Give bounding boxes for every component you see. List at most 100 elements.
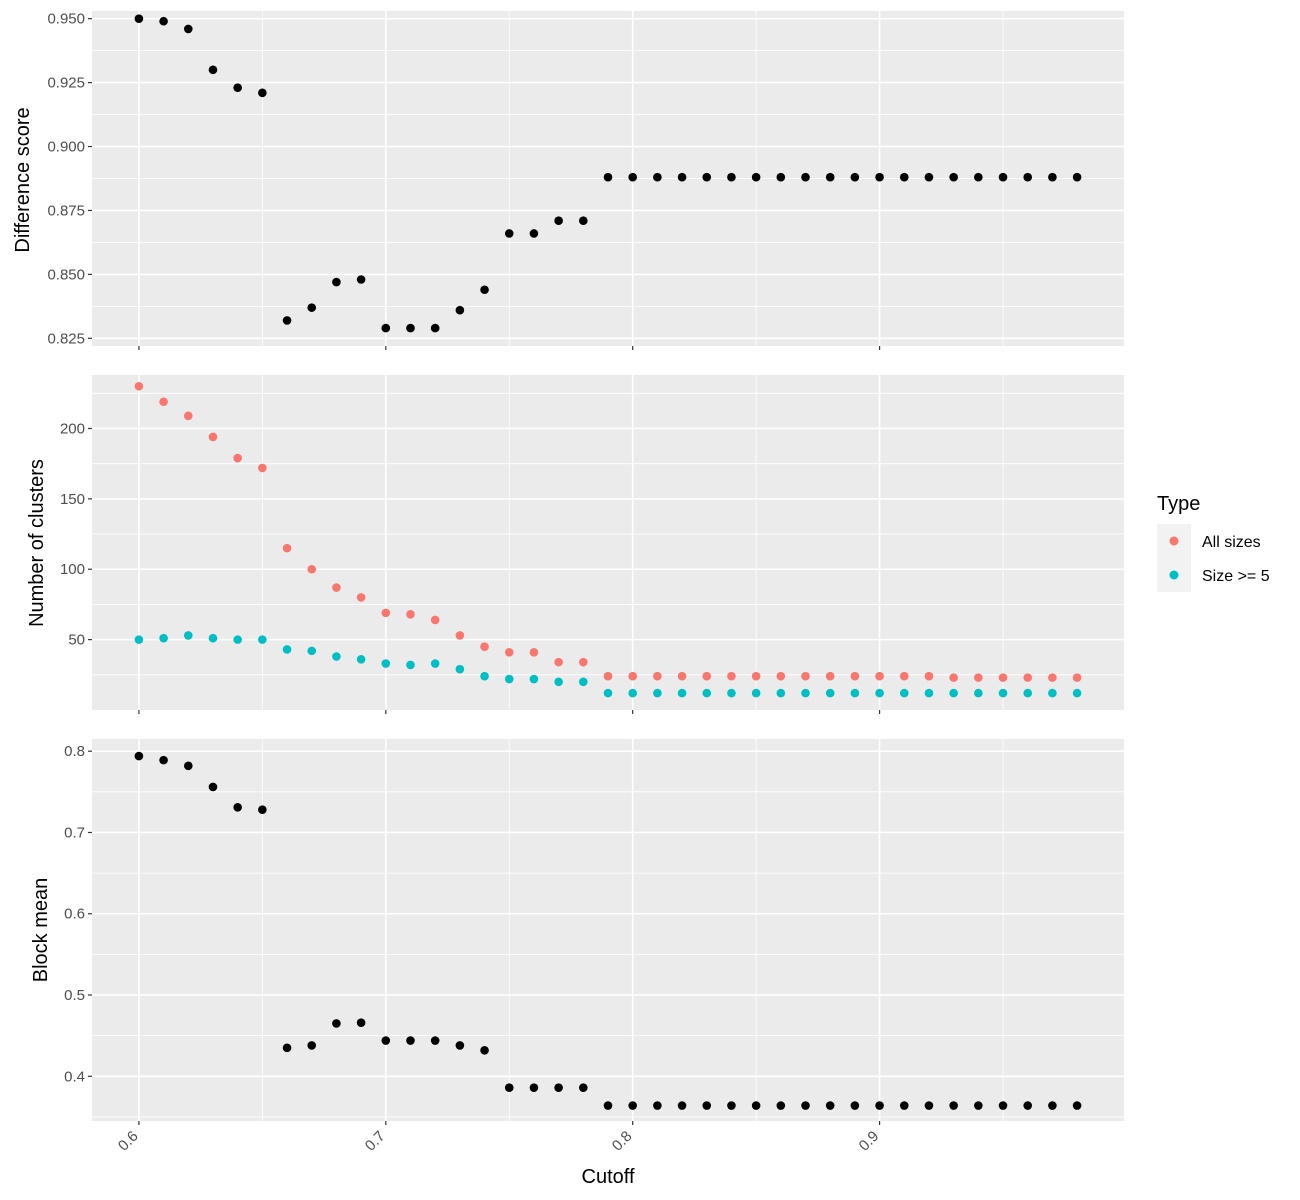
y-tick-label: 0.875 [47,202,85,219]
x-axis-title: Cutoff [582,1166,635,1188]
data-point [727,172,736,182]
y-tick-label: 0.900 [47,139,85,156]
data-point [134,751,144,761]
y-tick-label: 0.4 [64,1068,85,1085]
difference-score-panel: 0.825 0.850 0.875 0.900 0.925 0.950 [47,11,1124,350]
data-point [554,677,563,687]
data-point [307,646,317,656]
data-point [603,671,613,681]
data-point [628,172,637,182]
x-tick-label: 0.6 [115,1128,142,1155]
data-point [504,674,514,684]
data-point [455,1041,465,1050]
data-point [628,671,637,681]
data-point [159,633,168,643]
legend-key-all-sizes [1169,536,1179,546]
y-axis-title-number-of-clusters: Number of clusters [26,459,48,627]
data-point [653,688,662,698]
data-point [233,635,242,644]
legend-key-size-5 [1169,570,1179,580]
data-point [159,755,168,765]
data-point [603,172,613,182]
data-point [949,1101,958,1110]
data-point [307,564,317,574]
block-mean-panel: 0.4 0.5 0.6 0.7 0.8 [64,739,1124,1125]
data-point [702,671,712,681]
data-point [998,172,1008,182]
x-tick-label: 0.8 [609,1128,636,1155]
data-point [430,1036,440,1045]
number-of-clusters-panel: 50 100 150 200 [60,375,1124,714]
data-point [776,688,786,698]
data-point [1048,1101,1057,1110]
legend-label-size-5: Size >= 5 [1202,568,1270,585]
data-point [554,216,563,225]
data-point [258,463,267,473]
data-point [159,397,168,407]
x-tick-label: 0.7 [362,1128,389,1155]
data-point [183,761,193,771]
y-tick-label: 150 [60,491,85,508]
data-point [381,1036,391,1045]
data-point [801,671,810,681]
data-point [554,657,563,667]
data-point [776,671,786,681]
data-point [455,631,465,640]
data-point [801,688,810,698]
data-point [603,688,613,698]
y-tick-label: 0.825 [47,330,85,347]
data-point [776,172,786,182]
data-point [208,432,218,442]
y-tick-label: 0.7 [64,824,85,841]
data-point [1023,1101,1033,1110]
data-point [258,635,267,644]
data-point [1048,688,1057,698]
data-point [899,172,909,182]
data-point [653,1101,662,1110]
legend: Type All sizes Size >= 5 [1157,493,1270,592]
data-point [233,802,242,812]
data-point [332,652,341,661]
data-point [406,1036,415,1045]
data-point [579,677,588,687]
data-point [282,645,292,654]
data-point [677,671,687,681]
data-point [208,65,218,75]
data-point [628,688,637,698]
data-point [183,631,193,640]
data-point [677,688,687,698]
y-tick-label: 0.6 [64,906,85,923]
data-point [899,671,909,681]
data-point [258,88,267,98]
data-point [159,16,168,26]
data-point [702,172,712,182]
data-point [332,277,341,287]
data-point [1023,688,1033,698]
data-point [1072,673,1082,682]
data-point [998,673,1008,682]
data-point [1023,673,1033,682]
data-point [1048,172,1057,182]
legend-title: Type [1157,493,1200,515]
x-tick-label: 0.9 [856,1128,883,1155]
data-point [455,305,465,315]
data-point [356,655,366,664]
data-point [381,659,391,668]
data-point [529,1083,539,1092]
data-point [751,172,761,182]
data-point [356,1018,366,1027]
legend-label-all-sizes: All sizes [1202,534,1261,551]
data-point [751,1101,761,1110]
data-point [356,275,366,284]
data-point [653,172,662,182]
data-point [875,1101,884,1110]
data-point [529,674,539,684]
data-point [899,688,909,698]
data-point [134,635,144,644]
data-point [949,688,958,698]
data-point [850,172,860,182]
data-point [727,688,736,698]
data-point [677,172,687,182]
y-tick-label: 0.950 [47,11,85,28]
